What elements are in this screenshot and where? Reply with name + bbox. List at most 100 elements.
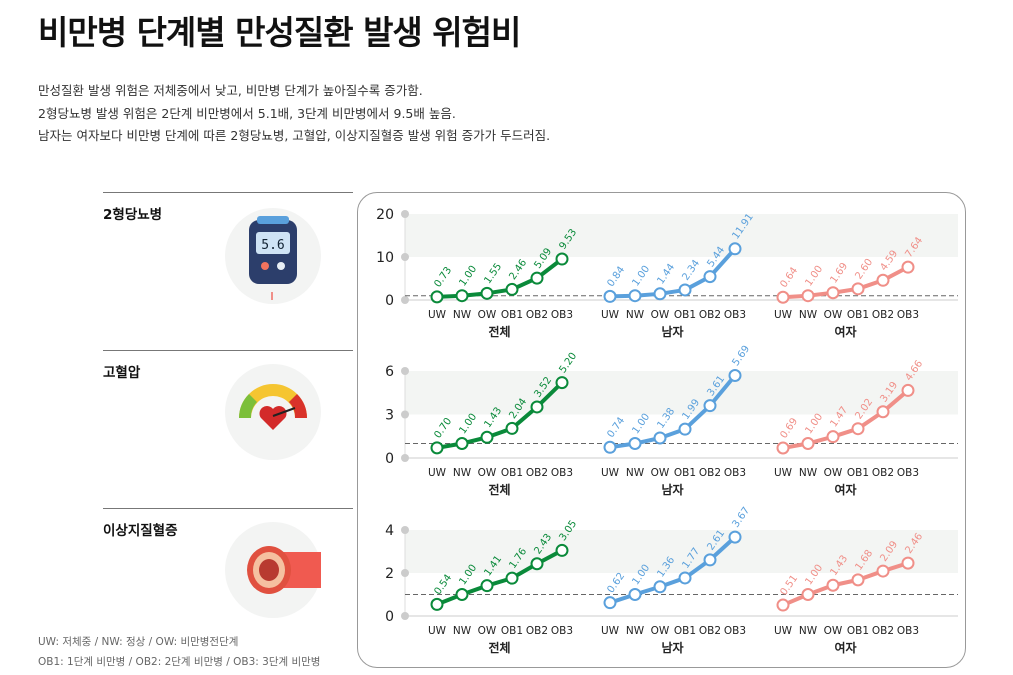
data-point	[826, 578, 840, 592]
x-tick-label: OW	[478, 309, 497, 321]
x-tick-label: OB2	[872, 625, 894, 637]
data-point	[826, 430, 840, 444]
data-label: 1.00	[630, 412, 652, 437]
data-point	[801, 437, 815, 450]
x-tick-label: OB2	[699, 309, 721, 321]
y-tick-label: 6	[385, 364, 394, 380]
data-point	[703, 399, 717, 413]
data-point	[530, 400, 544, 414]
data-point	[901, 383, 915, 397]
x-tick-label: OW	[651, 309, 670, 321]
data-point	[628, 588, 642, 601]
y-tick-dot	[401, 253, 409, 261]
data-label: 0.64	[778, 265, 800, 290]
data-label: 2.60	[853, 257, 875, 282]
data-point	[555, 376, 569, 390]
group-label: 여자	[834, 482, 856, 497]
data-point	[430, 597, 444, 611]
data-point	[628, 437, 642, 450]
x-tick-label: UW	[601, 467, 620, 479]
x-tick-label: OB3	[724, 625, 746, 637]
x-tick-label: OB2	[699, 625, 721, 637]
x-tick-label: UW	[601, 625, 620, 637]
data-point	[876, 405, 890, 419]
y-tick-dot	[401, 454, 409, 462]
footnote: UW: 저체중 / NW: 정상 / OW: 비만병전단계 OB1: 1단계 비…	[38, 632, 320, 672]
x-tick-label: UW	[428, 309, 447, 321]
data-point	[703, 553, 717, 567]
data-point	[876, 564, 890, 578]
y-tick-label: 0	[385, 609, 394, 625]
x-tick-label: NW	[626, 467, 645, 479]
data-point	[480, 579, 494, 593]
data-point	[505, 421, 519, 435]
x-tick-label: OB2	[699, 467, 721, 479]
x-tick-label: OB1	[674, 467, 696, 479]
x-tick-label: OW	[824, 625, 843, 637]
data-label: 3.67	[730, 505, 752, 530]
data-point	[555, 543, 569, 557]
data-label: 0.69	[778, 416, 800, 441]
y-tick-dot	[401, 569, 409, 577]
x-tick-label: OB3	[551, 309, 573, 321]
x-tick-label: OW	[478, 625, 497, 637]
y-tick-label: 4	[385, 523, 394, 539]
data-point	[430, 290, 444, 304]
x-tick-label: OB3	[724, 309, 746, 321]
data-point	[901, 556, 915, 570]
x-tick-label: NW	[453, 467, 472, 479]
row-label: 이상지질혈증	[103, 523, 178, 539]
data-label: 1.00	[457, 264, 479, 289]
data-point	[776, 441, 790, 455]
row-label: 고혈압	[103, 365, 141, 381]
y-tick-label: 0	[385, 293, 394, 309]
x-tick-label: OB1	[501, 625, 523, 637]
x-tick-label: OB3	[897, 467, 919, 479]
x-tick-label: UW	[774, 625, 793, 637]
data-point	[776, 598, 790, 612]
data-point	[455, 437, 469, 450]
data-label: 0.73	[432, 265, 454, 290]
x-tick-label: OW	[651, 625, 670, 637]
y-tick-label: 2	[385, 566, 394, 582]
x-tick-label: OB1	[501, 309, 523, 321]
data-label: 1.44	[655, 262, 677, 287]
x-tick-label: OB3	[551, 625, 573, 637]
data-point	[851, 422, 865, 436]
data-label: 0.70	[432, 416, 454, 441]
data-label: 2.34	[680, 258, 702, 283]
x-tick-label: NW	[626, 625, 645, 637]
x-tick-label: OB1	[847, 467, 869, 479]
upper-band	[405, 371, 958, 415]
y-tick-dot	[401, 612, 409, 620]
data-point	[728, 368, 742, 382]
data-point	[678, 571, 692, 585]
x-tick-label: OW	[824, 467, 843, 479]
x-tick-label: UW	[428, 625, 447, 637]
data-label: 1.55	[482, 262, 504, 287]
x-tick-label: UW	[774, 309, 793, 321]
group-label: 남자	[661, 482, 683, 497]
data-point	[505, 282, 519, 296]
data-point	[628, 289, 642, 303]
data-point	[678, 283, 692, 297]
row-dyslipidemia: 이상지질혈증	[103, 508, 353, 539]
group-label: 전체	[488, 324, 510, 339]
meter-reading: 5.6	[261, 238, 284, 253]
y-tick-label: 3	[385, 408, 394, 424]
data-point	[653, 431, 667, 445]
y-tick-label: 10	[376, 250, 394, 266]
x-tick-label: OW	[824, 309, 843, 321]
data-point	[901, 260, 915, 274]
y-tick-dot	[401, 210, 409, 218]
x-tick-label: OB2	[526, 625, 548, 637]
glucose-meter-icon: 5.6	[225, 208, 321, 304]
data-point	[603, 289, 617, 303]
x-tick-label: OB3	[897, 309, 919, 321]
x-tick-label: OB1	[847, 309, 869, 321]
data-label: 5.69	[730, 344, 752, 369]
x-tick-label: OB2	[526, 467, 548, 479]
data-point	[728, 530, 742, 544]
footnote-line: OB1: 1단계 비만병 / OB2: 2단계 비만병 / OB3: 3단계 비…	[38, 656, 321, 668]
